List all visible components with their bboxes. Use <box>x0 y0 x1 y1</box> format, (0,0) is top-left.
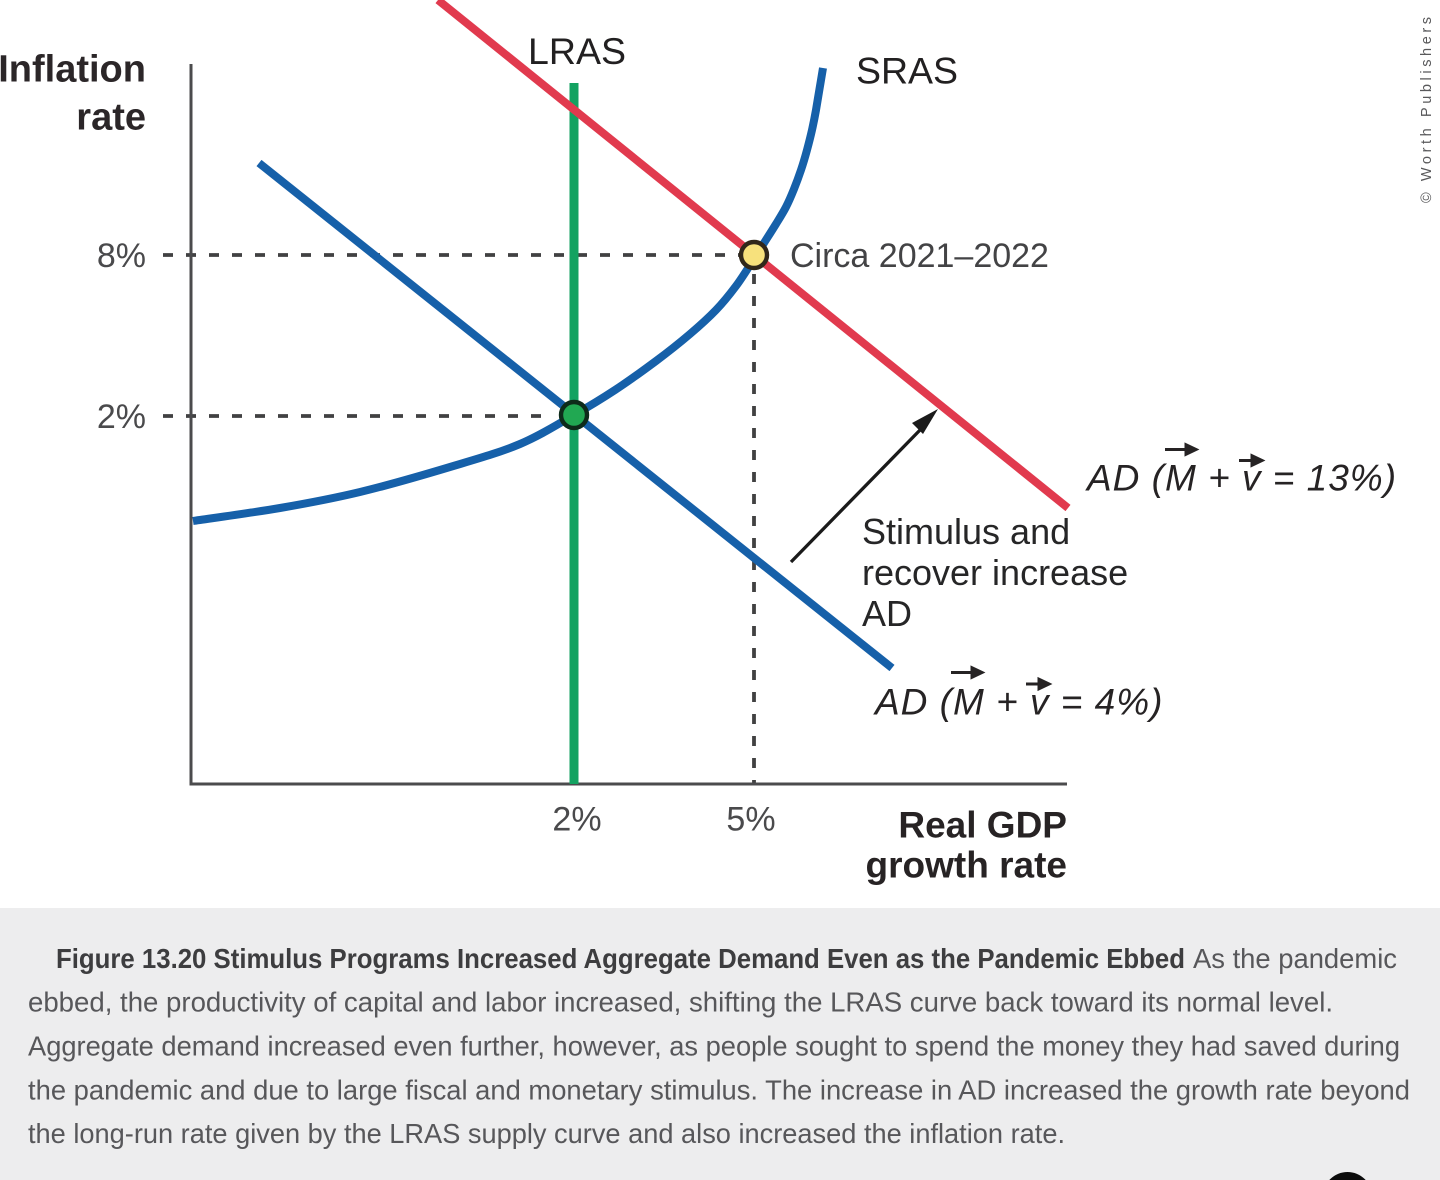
svg-text:Figure 13.20 Stimulus Programs: Figure 13.20 Stimulus Programs Increased… <box>56 943 1185 974</box>
svg-text:LRAS: LRAS <box>528 30 626 72</box>
svg-text:SRAS: SRAS <box>856 50 958 92</box>
svg-text:recover increase: recover increase <box>862 552 1128 593</box>
svg-text:As the pandemic: As the pandemic <box>1193 943 1397 974</box>
svg-text:2%: 2% <box>97 398 146 436</box>
svg-text:Aggregate demand increased eve: Aggregate demand increased even further,… <box>28 1031 1400 1062</box>
svg-text:the long-run rate given by the: the long-run rate given by the LRAS supp… <box>28 1118 1065 1149</box>
svg-text:growth rate: growth rate <box>866 845 1067 886</box>
svg-text:ebbed, the productivity of cap: ebbed, the productivity of capital and l… <box>28 987 1333 1018</box>
svg-text:Real GDP: Real GDP <box>898 805 1067 846</box>
svg-text:AD (M + v = 13%): AD (M + v = 13%) <box>1085 458 1397 499</box>
svg-text:2%: 2% <box>552 801 601 839</box>
svg-text:AD: AD <box>862 593 912 634</box>
svg-text:Inflation: Inflation <box>0 49 146 91</box>
svg-text:rate: rate <box>76 97 146 139</box>
svg-text:AD (M + v = 4%): AD (M + v = 4%) <box>873 682 1163 723</box>
svg-text:© Worth Publishers: © Worth Publishers <box>1419 13 1435 203</box>
svg-text:5%: 5% <box>726 801 775 839</box>
svg-text:8%: 8% <box>97 237 146 275</box>
svg-text:the pandemic and due to large: the pandemic and due to large fiscal and… <box>28 1075 1410 1106</box>
svg-text:Stimulus and: Stimulus and <box>862 511 1070 552</box>
svg-text:Circa 2021–2022: Circa 2021–2022 <box>790 237 1049 275</box>
